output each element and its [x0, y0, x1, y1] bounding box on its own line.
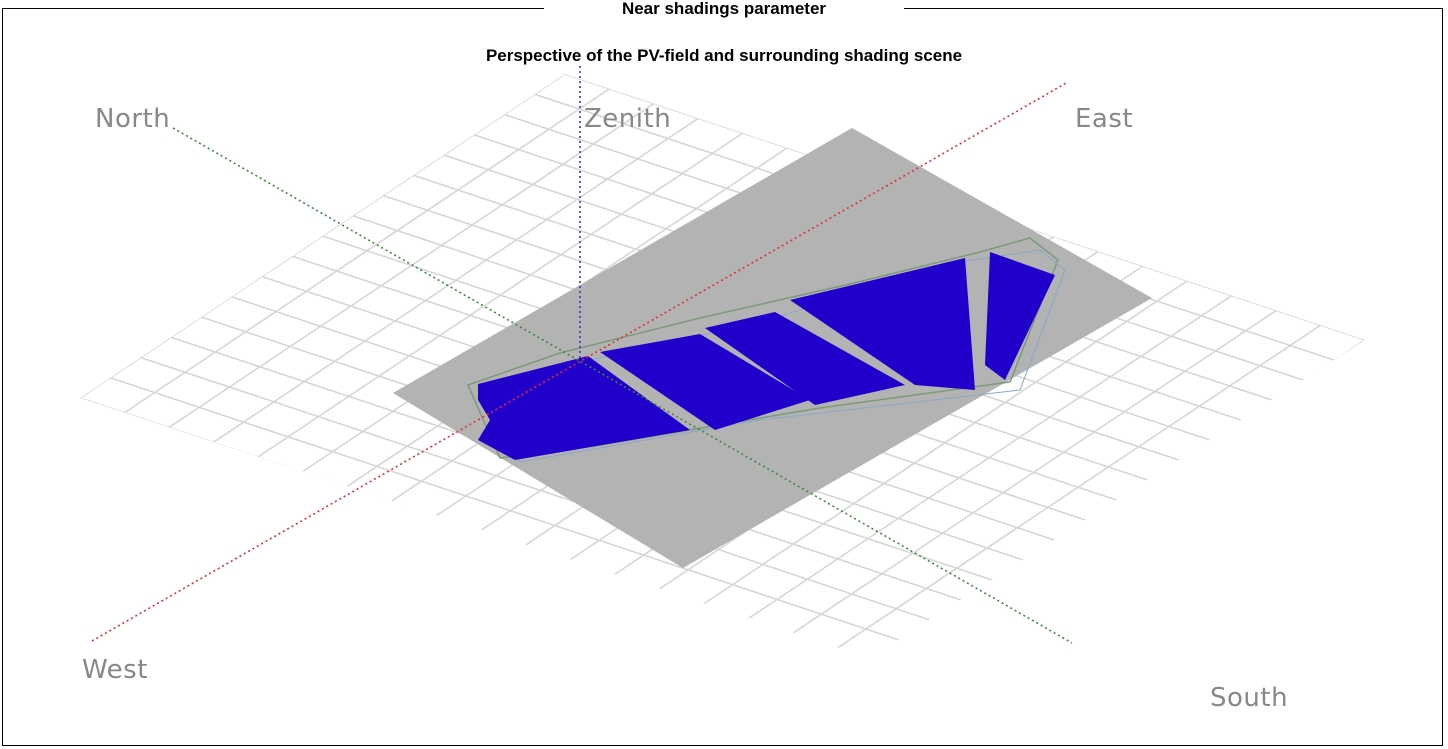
- direction-label-south: South: [1210, 683, 1289, 713]
- direction-label-east: East: [1075, 104, 1134, 134]
- pv-array-5: [985, 252, 1055, 380]
- pv-array-4: [790, 258, 975, 390]
- direction-label-west: West: [82, 655, 148, 685]
- direction-label-zenith: Zenith: [584, 104, 672, 134]
- pv-array-3: [705, 312, 905, 405]
- grid-line: [140, 356, 941, 625]
- pv-array-1: [478, 356, 690, 460]
- direction-label-north: North: [95, 104, 171, 134]
- pv-array-2: [600, 334, 810, 430]
- grid-line: [110, 376, 911, 645]
- pv-field: [478, 252, 1055, 460]
- view-subtitle: Perspective of the PV-field and surround…: [485, 46, 963, 65]
